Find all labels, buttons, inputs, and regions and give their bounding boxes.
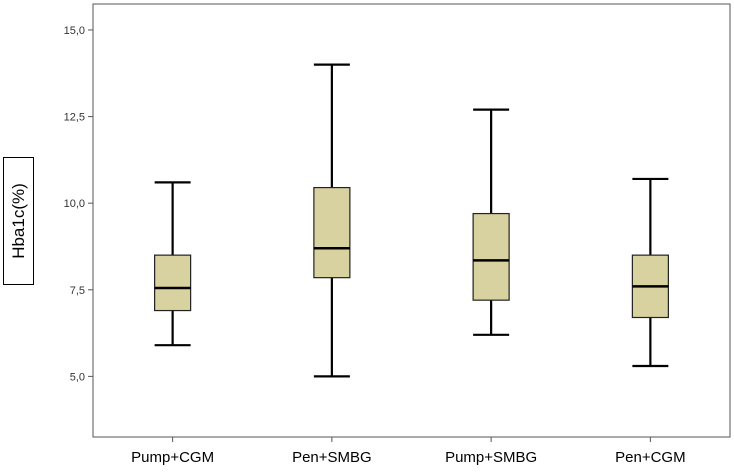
y-axis-label-box: Hba1c(%)	[3, 157, 34, 285]
box-1	[313, 63, 351, 378]
y-axis: 5,0 7,5 10,0 12,5 15,0	[64, 25, 93, 383]
y-tick-label-0: 5,0	[70, 371, 85, 383]
iqr-box	[472, 212, 510, 301]
y-tick-label-2: 10,0	[64, 198, 85, 210]
iqr-box	[313, 186, 351, 279]
x-axis-labels: Pump+CGM Pen+SMBG Pump+SMBG Pen+CGM	[131, 437, 686, 466]
box-3	[631, 177, 669, 368]
x-tick-label-2: Pump+SMBG	[445, 449, 537, 466]
x-tick-label-1: Pen+SMBG	[292, 449, 372, 466]
y-tick-label-4: 15,0	[64, 25, 85, 37]
box-2	[472, 108, 510, 336]
x-tick-label-0: Pump+CGM	[131, 449, 214, 466]
boxes-group	[154, 63, 669, 378]
y-axis-label: Hba1c(%)	[8, 183, 28, 259]
box-0	[154, 181, 192, 347]
iqr-box	[154, 254, 192, 312]
y-tick-label-1: 7,5	[70, 285, 85, 297]
plot-frame	[92, 3, 731, 438]
y-tick-label-3: 12,5	[64, 112, 85, 124]
x-tick-label-3: Pen+CGM	[615, 449, 685, 466]
